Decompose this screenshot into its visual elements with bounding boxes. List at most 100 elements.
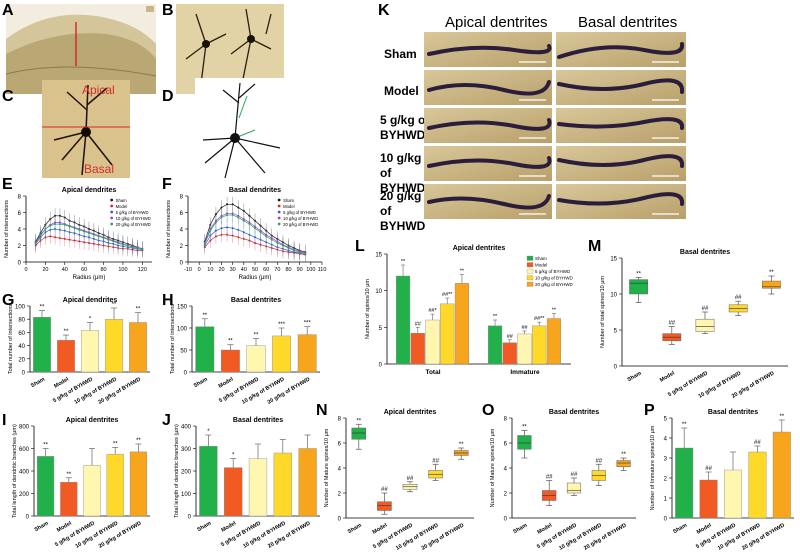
category-label: Sham — [34, 520, 50, 533]
legend-entry: Model — [283, 204, 294, 209]
chart-title: Basal dentrites — [231, 297, 281, 304]
y-tick-label: 50 — [180, 349, 187, 355]
data-point — [73, 227, 76, 230]
legend-marker — [277, 222, 281, 226]
y-tick-label: 4 — [180, 228, 184, 234]
legend-entry: Model — [535, 263, 547, 268]
data-point — [220, 206, 223, 209]
significance-mark: ** — [769, 270, 774, 276]
legend-entry: 20 g/kg of BYHWD — [116, 222, 151, 227]
y-tick-label: 5 — [614, 329, 618, 335]
data-point — [237, 216, 240, 219]
bar — [675, 447, 694, 519]
significance-mark: ** — [254, 333, 259, 339]
bar — [60, 482, 78, 517]
significance-mark: ** — [112, 302, 117, 308]
panel-label-o: O — [482, 402, 495, 419]
k-col-header-basal: Basal dentrites — [578, 14, 678, 31]
legend-entry: 10 g/kg of BYHWD — [116, 216, 151, 221]
x-tick-label: 20 — [42, 267, 48, 273]
data-point — [88, 232, 90, 235]
chart-title: Basal dentrites — [233, 417, 283, 424]
legend-marker — [277, 210, 281, 214]
x-tick-label: 60 — [263, 267, 269, 273]
data-point — [78, 228, 81, 231]
significance-mark: ** — [228, 339, 233, 345]
y-axis-label: Number of intersections — [166, 200, 172, 258]
chart-p: 0 1 2 3 4 5 Basal dentrites Number of Immature … — [650, 409, 794, 552]
y-tick-label: 10 — [610, 293, 617, 299]
data-point — [237, 228, 240, 231]
panel-label-g: G — [2, 292, 15, 309]
significance-mark: ** — [493, 314, 498, 320]
data-point — [73, 239, 76, 242]
category-label: 20 g/kg of BYHWD — [583, 523, 628, 552]
k-row-label-20g: 20 g/kg of BYHWD — [380, 189, 426, 233]
k-col-header-apical: Apical dentrites — [445, 14, 548, 31]
data-point — [92, 233, 95, 236]
legend-entry: 10 g/kg of BYHWD — [283, 216, 318, 221]
category-label: Sham — [30, 376, 46, 389]
significance-mark: ## — [432, 458, 439, 464]
x-tick-label: 40 — [62, 267, 68, 273]
y-tick-label: 200 — [19, 492, 30, 498]
y-tick-label: 2 — [664, 477, 668, 483]
legend-marker — [110, 216, 114, 220]
bar — [772, 431, 791, 519]
k-row-label-10g: 10 g/kg of BYHWD — [380, 151, 426, 195]
legend-swatch — [526, 281, 534, 287]
significance-mark: ** — [636, 271, 641, 277]
significance-mark: ##** — [442, 292, 453, 298]
chart-f: 0 2 4 6 8 Basal dendrites Number of intersecti… — [166, 187, 326, 281]
category-label: 10 g/kg of BYHWD — [717, 523, 762, 552]
category-label: Model — [696, 522, 713, 535]
category-label: Sham — [672, 522, 688, 535]
significance-mark: ** — [779, 414, 784, 420]
significance-mark: ** — [202, 313, 207, 319]
y-tick-label: 0 — [504, 517, 508, 523]
x-tick-label: 120 — [138, 267, 147, 273]
x-tick-label: 10 — [207, 267, 213, 273]
bar — [396, 275, 411, 365]
chart-g: 0 20 40 60 80 100 Apical dendrites Total number… — [8, 297, 150, 406]
data-point — [242, 209, 245, 212]
significance-mark: ** — [64, 329, 69, 335]
significance-mark: ** — [136, 307, 141, 313]
y-tick-label: 0 — [379, 363, 383, 369]
x-axis-label: Radius (μm) — [239, 275, 272, 281]
category-label: 10 g/kg of BYHWD — [73, 377, 118, 406]
category-label: Sham — [627, 370, 643, 383]
category-label: Model — [372, 522, 389, 535]
data-point — [270, 238, 273, 241]
data-point — [97, 235, 100, 238]
data-point — [34, 242, 37, 245]
legend-entry: 5 g/kg of BYHWD — [283, 210, 316, 215]
bar — [748, 451, 767, 519]
y-tick-label: 15 — [375, 253, 382, 259]
bar — [195, 326, 215, 373]
data-point — [293, 249, 296, 252]
legend-marker — [110, 204, 114, 208]
neuron-tracing-d — [195, 78, 287, 186]
y-tick-label: 300 — [181, 447, 192, 453]
y-tick-label: 8 — [18, 195, 22, 201]
significance-mark: ** — [460, 269, 465, 275]
bar — [224, 467, 243, 517]
data-point — [259, 231, 262, 234]
data-point — [281, 244, 284, 247]
basal-micrograph-label: Basal — [84, 162, 115, 176]
data-point — [136, 246, 139, 249]
significance-mark: ** — [356, 418, 361, 424]
data-point — [248, 223, 251, 226]
data-point — [102, 237, 105, 240]
legend-entry: Sham — [116, 198, 127, 203]
legend-entry: 20 g/kg of BYHWD — [535, 282, 574, 287]
chart-title: Basal dentrites — [708, 409, 758, 416]
bar — [248, 458, 268, 517]
y-axis-label: Number of intersections — [4, 200, 10, 258]
bar — [81, 330, 99, 373]
data-point — [248, 233, 251, 236]
category-label: 10 g/kg of BYHWD — [558, 523, 603, 552]
data-point — [107, 238, 110, 241]
y-tick-label: 4 — [504, 467, 508, 473]
